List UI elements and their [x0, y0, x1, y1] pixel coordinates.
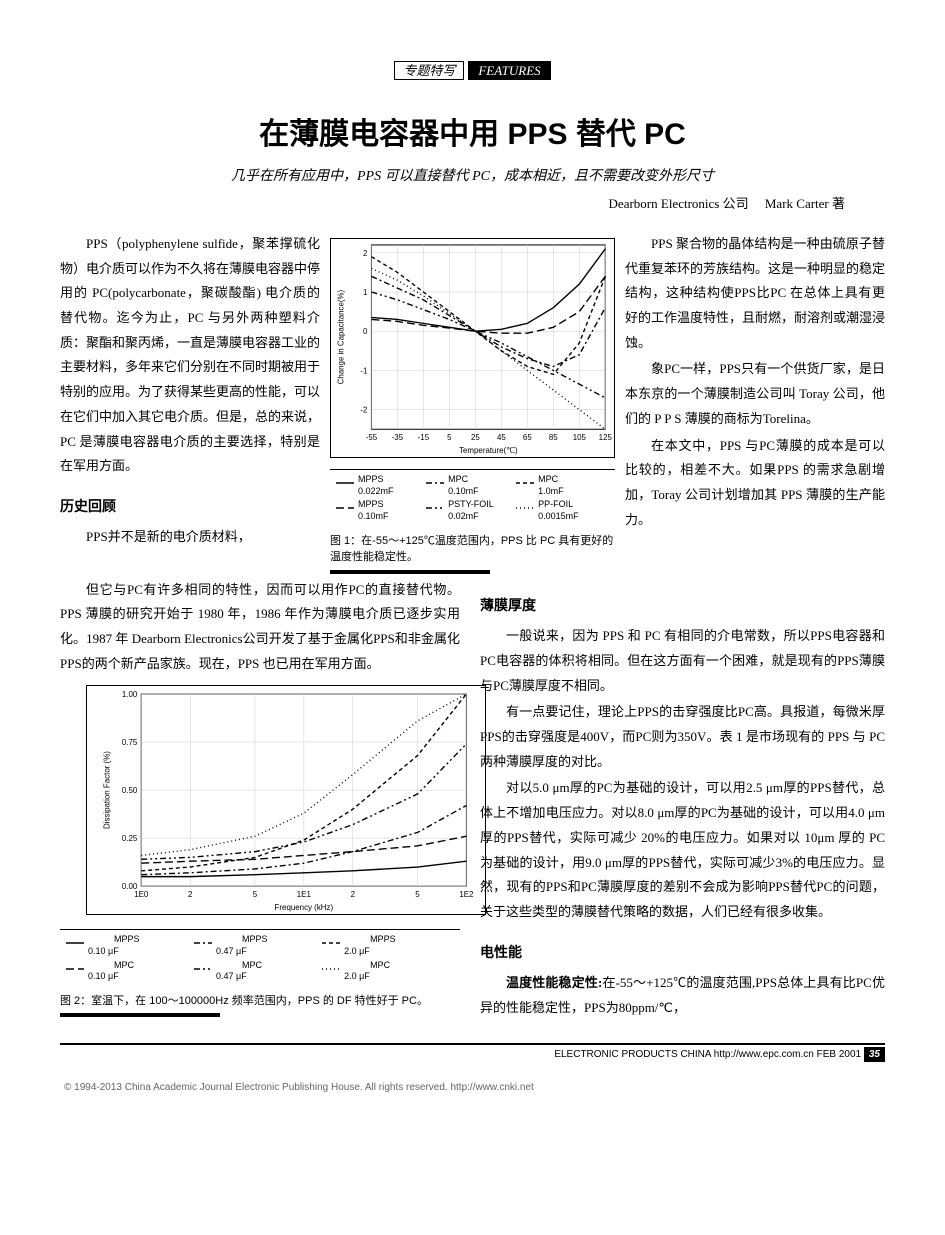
svg-text:2: 2: [351, 890, 355, 899]
caption-underline-2: [60, 1013, 220, 1017]
category-label: 专题特写: [394, 61, 464, 80]
svg-text:5: 5: [447, 433, 452, 442]
svg-text:65: 65: [523, 433, 532, 442]
figure-2-chart: 1E0251E1251E20.000.250.500.751.00Frequen…: [60, 679, 460, 989]
svg-text:Temperature(℃): Temperature(℃): [459, 446, 518, 455]
svg-text:Dissipation Factor (%): Dissipation Factor (%): [103, 750, 112, 828]
features-label: FEATURES: [468, 61, 550, 80]
copyright-line: © 1994-2013 China Academic Journal Elect…: [60, 1082, 885, 1093]
figure-1-caption: 图 1：在-55～+125℃温度范围内，PPS 比 PC 具有更好的温度性能稳定…: [330, 533, 615, 566]
svg-text:45: 45: [497, 433, 506, 442]
caption-underline: [330, 570, 490, 574]
svg-text:1E0: 1E0: [134, 890, 149, 899]
svg-text:0.75: 0.75: [122, 737, 138, 746]
svg-text:1E1: 1E1: [297, 890, 312, 899]
svg-text:105: 105: [573, 433, 587, 442]
r2-p1: 一般说来，因为 PPS 和 PC 有相同的介电常数，所以PPS电容器和PC电容器…: [480, 624, 885, 698]
svg-text:-1: -1: [360, 366, 368, 375]
temp-stability-label: 温度性能稳定性:: [506, 975, 602, 990]
figure-2-caption: 图 2：室温下，在 100～100000Hz 频率范围内，PPS 的 DF 特性…: [60, 993, 460, 1010]
author-name: Mark Carter 著: [765, 196, 845, 211]
r2-p2: 有一点要记住，理论上PPS的击穿强度比PC高。具报道，每微米厚PPS的击穿强度是…: [480, 700, 885, 774]
svg-text:-2: -2: [360, 406, 367, 415]
footer-text: ELECTRONIC PRODUCTS CHINA http://www.epc…: [554, 1049, 861, 1060]
svg-text:1.00: 1.00: [122, 689, 138, 698]
heading-thickness: 薄膜厚度: [480, 592, 885, 619]
svg-text:Change in Capacitance(%): Change in Capacitance(%): [337, 289, 346, 384]
r-p2: 象PC一样，PPS只有一个供货厂家，是日本东京的一个薄膜制造公司叫 Toray …: [625, 357, 885, 431]
heading-electrical: 电性能: [480, 939, 885, 966]
r2-p4: 温度性能稳定性:在-55～+125℃的温度范围,PPS总体上具有比PC优异的性能…: [480, 971, 885, 1020]
r2-p3: 对以5.0 μm厚的PC为基础的设计，可以用2.5 μm厚的PPS替代，总体上不…: [480, 776, 885, 924]
intro-p1: PPS（polyphenylene sulfide，聚苯撑硫化物）电介质可以作为…: [60, 232, 320, 479]
heading-history: 历史回顾: [60, 493, 320, 520]
svg-text:-55: -55: [366, 433, 378, 442]
svg-text:25: 25: [471, 433, 480, 442]
right-column: PPS 聚合物的晶体结构是一种由硫原子替代重复苯环的芳族结构。这是一种明显的稳定…: [625, 232, 885, 534]
header-category-bar: 专题特写FEATURES: [60, 60, 885, 79]
article-subtitle: 几乎在所有应用中，PPS 可以直接替代 PC，成本相近，且不需要改变外形尺寸: [60, 165, 885, 185]
lower-left-column: 但它与PC有许多相同的特性，因而可以用作PC的直接替代物。PPS 薄膜的研究开始…: [60, 578, 460, 1023]
svg-text:-15: -15: [418, 433, 430, 442]
svg-text:2: 2: [363, 249, 367, 258]
lower-right-column: 薄膜厚度 一般说来，因为 PPS 和 PC 有相同的介电常数，所以PPS电容器和…: [480, 578, 885, 1023]
svg-text:1: 1: [363, 288, 368, 297]
figure-1-container: -55 -35 -15 5 25 45 65 85 105 125 -2 -1 0 1 2 Temperatu…: [330, 232, 615, 574]
svg-text:0.00: 0.00: [122, 882, 138, 891]
article-title: 在薄膜电容器中用 PPS 替代 PC: [60, 109, 885, 153]
page-footer: ELECTRONIC PRODUCTS CHINA http://www.epc…: [60, 1043, 885, 1062]
r-p3: 在本文中，PPS 与PC薄膜的成本是可以比较的，相差不大。如果PPS 的需求急剧…: [625, 434, 885, 533]
left-column: PPS（polyphenylene sulfide，聚苯撑硫化物）电介质可以作为…: [60, 232, 320, 552]
svg-text:5: 5: [253, 890, 258, 899]
author-company: Dearborn Electronics 公司: [609, 196, 749, 211]
page-number: 35: [864, 1047, 885, 1062]
r-p1: PPS 聚合物的晶体结构是一种由硫原子替代重复苯环的芳族结构。这是一种明显的稳定…: [625, 232, 885, 355]
svg-text:0.50: 0.50: [122, 786, 138, 795]
svg-text:Frequency (kHz): Frequency (kHz): [275, 903, 334, 912]
svg-text:85: 85: [549, 433, 558, 442]
svg-text:0: 0: [363, 327, 368, 336]
intro-p2: PPS并不是新的电介质材料，: [60, 525, 320, 550]
author-line: Dearborn Electronics 公司 Mark Carter 著: [60, 193, 885, 212]
mid-p1: 但它与PC有许多相同的特性，因而可以用作PC的直接替代物。PPS 薄膜的研究开始…: [60, 578, 460, 677]
svg-text:125: 125: [599, 433, 613, 442]
svg-text:0.25: 0.25: [122, 834, 138, 843]
svg-text:2: 2: [188, 890, 192, 899]
svg-text:-35: -35: [392, 433, 404, 442]
svg-text:1E2: 1E2: [459, 890, 473, 899]
figure-1-chart: -55 -35 -15 5 25 45 65 85 105 125 -2 -1 0 1 2 Temperatu…: [330, 232, 615, 529]
svg-text:5: 5: [415, 890, 420, 899]
